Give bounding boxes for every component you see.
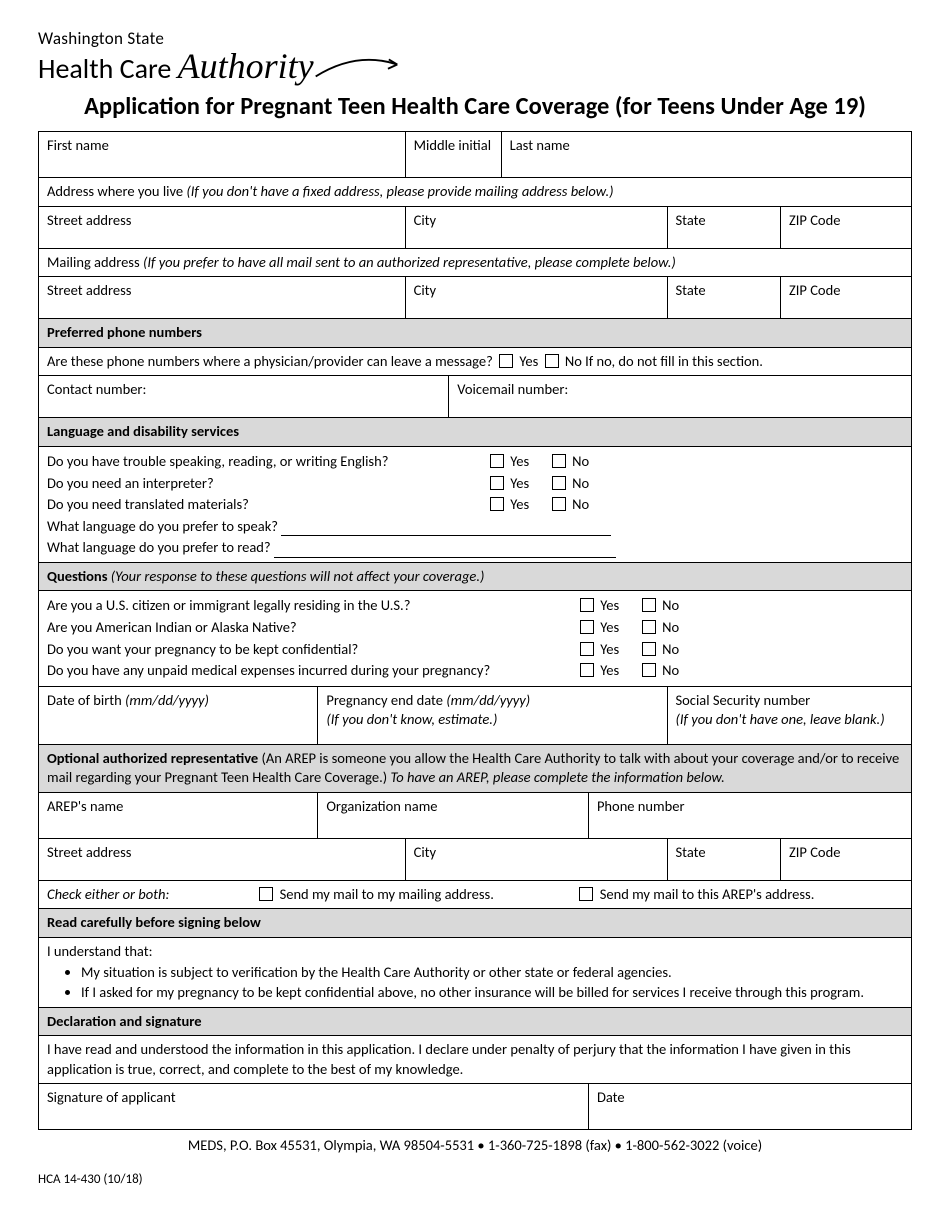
live-city-field[interactable]: City bbox=[405, 206, 667, 248]
page-title: Application for Pregnant Teen Health Car… bbox=[38, 91, 912, 121]
dob-field[interactable]: Date of birth (mm/dd/yyyy) bbox=[39, 686, 318, 744]
translated-no-checkbox[interactable] bbox=[552, 497, 566, 511]
declaration-section-header: Declaration and signature bbox=[39, 1007, 912, 1036]
aian-no-checkbox[interactable] bbox=[642, 620, 656, 634]
mail-street-field[interactable]: Street address bbox=[39, 277, 406, 319]
aian-yes-checkbox[interactable] bbox=[580, 620, 594, 634]
live-zip-field[interactable]: ZIP Code bbox=[780, 206, 911, 248]
ssn-field[interactable]: Social Security number (If you don't hav… bbox=[667, 686, 912, 744]
application-form: First name Middle initial Last name Addr… bbox=[38, 131, 912, 1130]
voicemail-number-field[interactable]: Voicemail number: bbox=[449, 376, 912, 418]
contact-number-field[interactable]: Contact number: bbox=[39, 376, 449, 418]
english-trouble-yes-checkbox[interactable] bbox=[490, 454, 504, 468]
translated-yes-checkbox[interactable] bbox=[490, 497, 504, 511]
citizen-no-checkbox[interactable] bbox=[642, 598, 656, 612]
form-id: HCA 14-430 (10/18) bbox=[38, 1172, 912, 1187]
language-section-header: Language and disability services bbox=[39, 418, 912, 447]
arep-name-field[interactable]: AREP's name bbox=[39, 792, 318, 838]
mail-zip-field[interactable]: ZIP Code bbox=[780, 277, 911, 319]
first-name-field[interactable]: First name bbox=[39, 132, 406, 178]
interpreter-yes-checkbox[interactable] bbox=[490, 476, 504, 490]
mail-to-mailing-checkbox[interactable] bbox=[259, 887, 273, 901]
understand-block: I understand that: My situation is subje… bbox=[39, 937, 912, 1007]
mail-state-field[interactable]: State bbox=[667, 277, 780, 319]
prefer-read-input[interactable] bbox=[274, 544, 616, 558]
citizen-yes-checkbox[interactable] bbox=[580, 598, 594, 612]
pregnancy-end-date-field[interactable]: Pregnancy end date (mm/dd/yyyy) (If you … bbox=[318, 686, 667, 744]
live-address-header: Address where you live (If you don't hav… bbox=[39, 178, 912, 207]
phone-msg-no-checkbox[interactable] bbox=[545, 354, 559, 368]
phone-section-header: Preferred phone numbers bbox=[39, 319, 912, 348]
english-trouble-no-checkbox[interactable] bbox=[552, 454, 566, 468]
unpaid-yes-checkbox[interactable] bbox=[580, 663, 594, 677]
mail-to-arep-checkbox[interactable] bbox=[579, 887, 593, 901]
confidential-yes-checkbox[interactable] bbox=[580, 642, 594, 656]
mail-city-field[interactable]: City bbox=[405, 277, 667, 319]
swoosh-icon bbox=[314, 56, 399, 82]
confidential-no-checkbox[interactable] bbox=[642, 642, 656, 656]
signature-date-field[interactable]: Date bbox=[588, 1084, 911, 1130]
arep-city-field[interactable]: City bbox=[405, 838, 667, 880]
arep-zip-field[interactable]: ZIP Code bbox=[780, 838, 911, 880]
middle-initial-field[interactable]: Middle initial bbox=[405, 132, 501, 178]
phone-msg-yes-checkbox[interactable] bbox=[499, 354, 513, 368]
phone-message-question: Are these phone numbers where a physicia… bbox=[47, 352, 493, 370]
read-carefully-header: Read carefully before signing below bbox=[39, 909, 912, 938]
live-street-field[interactable]: Street address bbox=[39, 206, 406, 248]
phone-message-question-row: Are these phone numbers where a physicia… bbox=[39, 347, 912, 376]
unpaid-no-checkbox[interactable] bbox=[642, 663, 656, 677]
live-state-field[interactable]: State bbox=[667, 206, 780, 248]
mail-choice-row: Check either or both: Send my mail to my… bbox=[39, 880, 912, 909]
arep-state-field[interactable]: State bbox=[667, 838, 780, 880]
questions-section-header: Questions (Your response to these questi… bbox=[39, 562, 912, 591]
last-name-field[interactable]: Last name bbox=[501, 132, 911, 178]
signature-field[interactable]: Signature of applicant bbox=[39, 1084, 589, 1130]
footer-contact: MEDS, P.O. Box 45531, Olympia, WA 98504-… bbox=[38, 1136, 912, 1154]
arep-section-header: Optional authorized representative (An A… bbox=[39, 744, 912, 792]
arep-org-field[interactable]: Organization name bbox=[318, 792, 589, 838]
logo-line-2: Health Care Authority bbox=[38, 49, 912, 83]
declaration-text: I have read and understood the informati… bbox=[39, 1036, 912, 1084]
arep-phone-field[interactable]: Phone number bbox=[588, 792, 911, 838]
questions-block: Are you a U.S. citizen or immigrant lega… bbox=[39, 591, 912, 686]
agency-logo: Washington State Health Care Authority bbox=[38, 28, 912, 83]
language-questions-block: Do you have trouble speaking, reading, o… bbox=[39, 447, 912, 563]
interpreter-no-checkbox[interactable] bbox=[552, 476, 566, 490]
prefer-speak-input[interactable] bbox=[281, 522, 611, 536]
arep-street-field[interactable]: Street address bbox=[39, 838, 406, 880]
mailing-address-header: Mailing address (If you prefer to have a… bbox=[39, 248, 912, 277]
logo-line-1: Washington State bbox=[38, 28, 912, 49]
